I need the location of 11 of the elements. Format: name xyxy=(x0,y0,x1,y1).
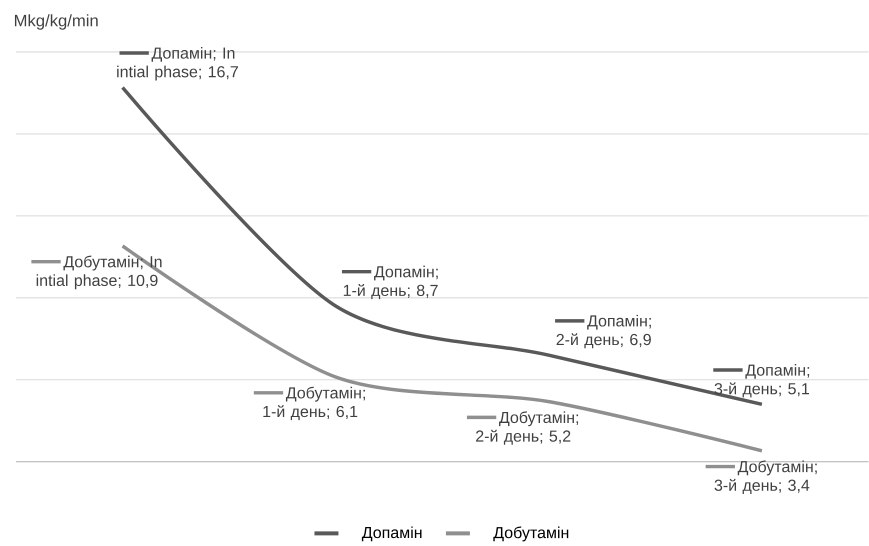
data-label: Добутамін; 2-й день; 5,2 xyxy=(476,411,578,445)
data-label: Допамін; In intial phase; 16,7 xyxy=(117,47,238,81)
data-label: Допамін; 3-й день; 5,1 xyxy=(714,364,810,398)
legend-label: Допамін xyxy=(362,526,422,542)
legend-label: Добутамін xyxy=(493,526,568,542)
data-label: Допамін; 1-й день; 8,7 xyxy=(344,266,438,300)
data-label: Добутамін; In intial phase; 10,9 xyxy=(36,256,162,290)
data-label: Допамін; 2-й день; 6,9 xyxy=(556,314,651,348)
data-label: Добутамін; 3-й день; 3,4 xyxy=(714,460,817,494)
data-label: Добутамін; 1-й день; 6,1 xyxy=(263,386,365,420)
y-axis-title: Mkg/kg/min xyxy=(14,14,98,30)
